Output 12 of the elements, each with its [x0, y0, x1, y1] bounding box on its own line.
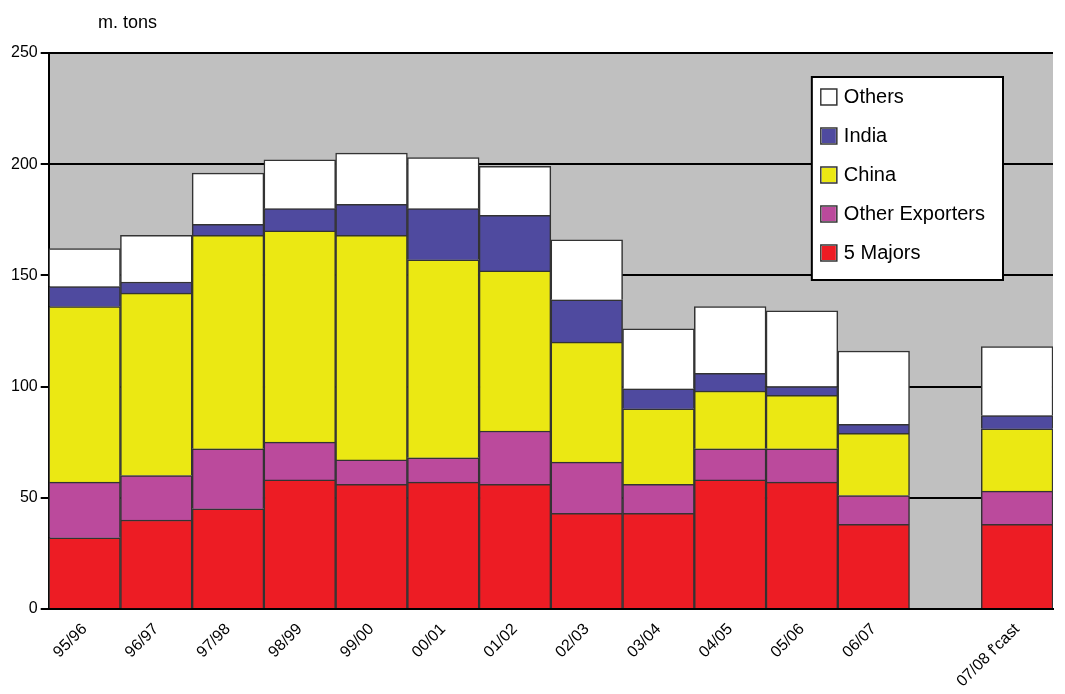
legend-label: Others [843, 84, 904, 107]
legend-label: China [843, 162, 897, 185]
y-tick-label: 250 [10, 43, 38, 61]
y-tick-label: 200 [10, 154, 38, 172]
y-tick-label: 150 [10, 265, 38, 283]
legend-label: India [843, 123, 889, 146]
y-axis-title: m. tons [98, 12, 158, 33]
legend-label: 5 Majors [843, 240, 921, 263]
legend-label: Other Exporters [843, 201, 986, 224]
y-tick-label: 50 [19, 488, 38, 506]
y-tick-label: 0 [28, 599, 38, 617]
y-tick-label: 100 [10, 376, 38, 394]
